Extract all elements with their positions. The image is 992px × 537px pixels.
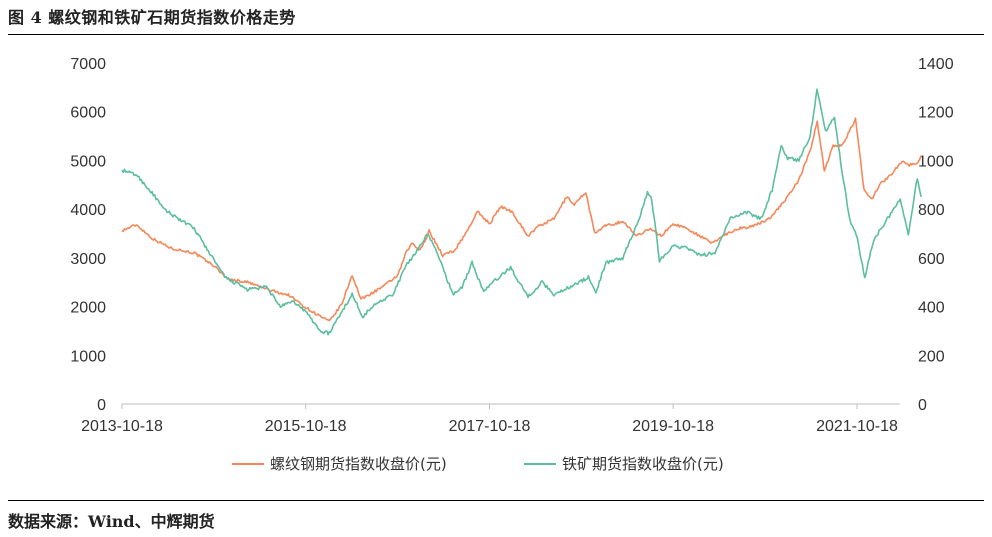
- y-left-tick-label: 1000: [70, 348, 106, 365]
- source-note: 数据来源：Wind、中辉期货: [8, 512, 215, 531]
- y-right-tick-label: 0: [918, 397, 927, 414]
- y-right-tick-label: 1200: [918, 105, 954, 122]
- y-right-tick-label: 600: [918, 251, 945, 268]
- y-right-tick-label: 200: [918, 348, 945, 365]
- y-left-tick-label: 6000: [70, 105, 106, 122]
- legend: 螺纹钢期货指数收盘价(元) 铁矿期货指数收盘价(元): [232, 455, 724, 473]
- chart-title: 图 4 螺纹钢和铁矿石期货指数价格走势: [8, 8, 296, 27]
- x-tick-label: 2019-10-18: [632, 418, 714, 435]
- series-lines: [121, 88, 922, 336]
- y-right-tick-label: 400: [918, 300, 945, 317]
- y-right-tick-label: 1400: [918, 56, 954, 73]
- bottom-rule: [8, 500, 984, 501]
- y-left-tick-label: 3000: [70, 251, 106, 268]
- y-left-tick-label: 0: [97, 397, 106, 414]
- axes: 0 1000 2000 3000 4000 5000 6000 7000 0 200 400 600 8…: [70, 56, 953, 435]
- x-tick-label: 2021-10-18: [816, 418, 898, 435]
- legend-label: 螺纹钢期货指数收盘价(元): [270, 455, 447, 473]
- y-left-tick-label: 7000: [70, 56, 106, 73]
- y-right-tick-label: 1000: [918, 153, 954, 170]
- y-left-tick-label: 4000: [70, 202, 106, 219]
- x-tick-label: 2015-10-18: [265, 418, 347, 435]
- series-line-iron-ore: [121, 88, 922, 336]
- chart-area: 0 1000 2000 3000 4000 5000 6000 7000 0 200 400 600 8…: [70, 56, 953, 473]
- y-right-tick-label: 800: [918, 202, 945, 219]
- y-left-tick-label: 5000: [70, 153, 106, 170]
- y-left-tick-label: 2000: [70, 300, 106, 317]
- x-tick-label: 2013-10-18: [81, 418, 163, 435]
- legend-label: 铁矿期货指数收盘价(元): [562, 455, 724, 473]
- series-line-rebar: [121, 117, 922, 322]
- top-rule: [8, 34, 984, 35]
- x-tick-label: 2017-10-18: [449, 418, 531, 435]
